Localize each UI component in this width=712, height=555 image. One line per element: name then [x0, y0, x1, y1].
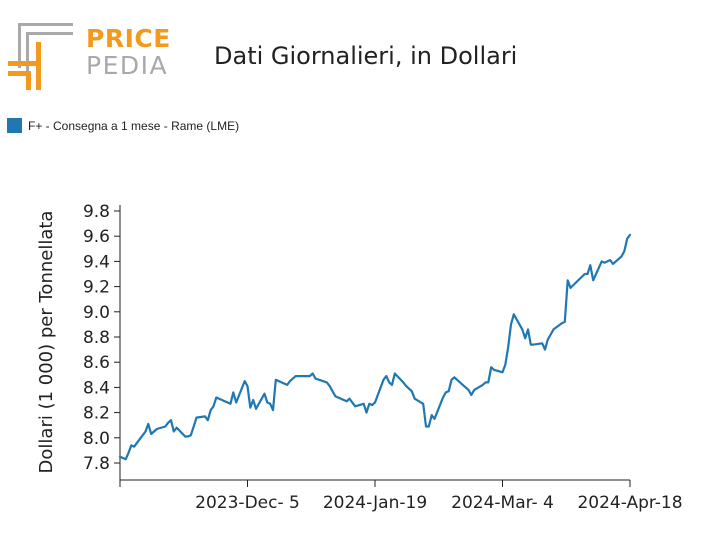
- x-tick-label: 2024-Apr-18: [577, 493, 682, 513]
- series-line-rame-lme: [118, 233, 632, 461]
- y-tick-label: 7.8: [83, 454, 110, 474]
- y-tick-label: 9.2: [83, 278, 110, 298]
- y-tick-label: 8.4: [83, 378, 110, 398]
- logo-bracket-icon: [8, 23, 73, 90]
- y-tick-label: 9.4: [83, 252, 110, 272]
- legend-label: F+ - Consegna a 1 mese - Rame (LME): [28, 118, 240, 133]
- y-tick-label: 8.0: [83, 429, 110, 449]
- chart-title: Dati Giornalieri, in Dollari: [214, 42, 518, 70]
- logo-text-pedia: PEDIA: [86, 51, 169, 80]
- x-tick-label: 2024-Jan-19: [323, 493, 427, 513]
- y-tick-label: 8.6: [83, 353, 110, 373]
- y-axis-label: Dollari (1 000) per Tonnellata: [36, 211, 57, 474]
- y-tick-label: 9.0: [83, 303, 110, 323]
- pricepedia-logo: PRICE PEDIA: [8, 20, 170, 95]
- y-tick-label: 9.8: [83, 202, 110, 222]
- y-tick-label: 8.2: [83, 404, 110, 424]
- logo-text-price: PRICE: [86, 24, 171, 53]
- legend-swatch: [7, 118, 22, 133]
- y-tick-label: 9.6: [83, 227, 110, 247]
- x-tick-label: 2023-Dec- 5: [195, 493, 300, 513]
- chart-legend: F+ - Consegna a 1 mese - Rame (LME): [7, 118, 239, 133]
- y-tick-label: 8.8: [83, 328, 110, 348]
- x-tick-label: 2024-Mar- 4: [451, 493, 554, 513]
